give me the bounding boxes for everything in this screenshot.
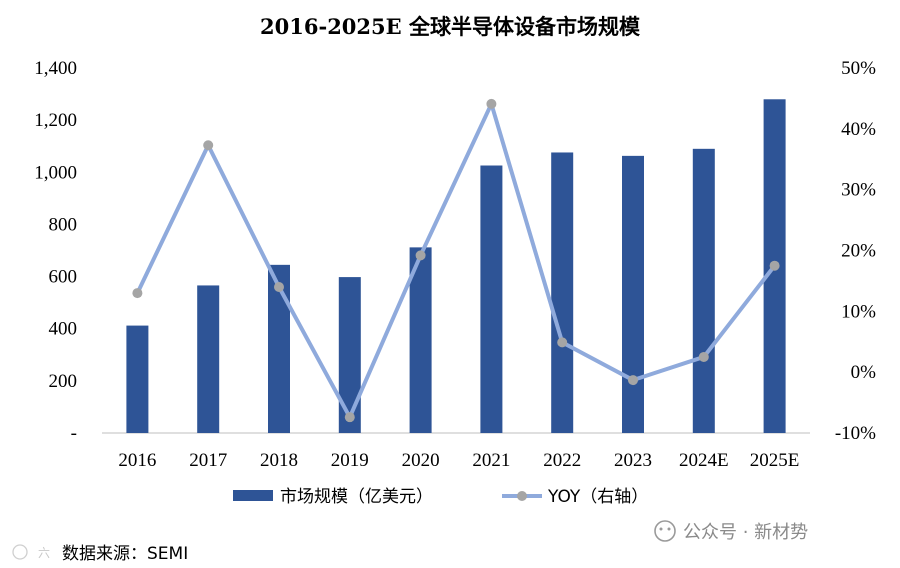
y-left-tick-label: 600 <box>49 267 78 288</box>
y-left-tick-label: 1,200 <box>34 110 77 131</box>
wechat-icon-dot <box>659 527 663 531</box>
yoy-point-2016 <box>132 288 143 299</box>
logo-icon <box>12 544 28 560</box>
legend-bar-swatch <box>233 490 273 501</box>
legend: 市场规模（亿美元） YOY（右轴） <box>233 487 648 507</box>
bar-2021 <box>480 165 503 433</box>
y-right-tick-label: 20% <box>841 241 876 262</box>
y-left-tick-label: 400 <box>49 319 78 340</box>
watermark-small: 六 <box>38 546 50 560</box>
source-row: 六 数据来源：SEMI <box>12 544 188 564</box>
yoy-point-2021 <box>486 98 497 109</box>
y-left-tick-label: 1,400 <box>34 58 77 79</box>
yoy-point-2023 <box>628 375 638 386</box>
yoy-point-2020 <box>415 250 426 261</box>
bar-2024E <box>692 148 715 434</box>
y-left-tick-label: 800 <box>49 214 78 235</box>
y-left-tick-label: 200 <box>49 371 78 392</box>
x-tick-label: 2019 <box>331 450 369 471</box>
legend-line-label: YOY（右轴） <box>547 487 648 507</box>
x-tick-label: 2022 <box>543 450 581 471</box>
x-tick-label: 2023 <box>614 450 652 471</box>
y-right-tick-label: 0% <box>851 362 877 383</box>
yoy-point-2018 <box>274 282 284 292</box>
bar-2022 <box>551 152 574 433</box>
yoy-line-layer <box>132 98 780 423</box>
y-right-tick-label: -10% <box>835 423 876 444</box>
x-tick-label: 2017 <box>189 450 227 471</box>
bar-2020 <box>409 247 432 433</box>
x-tick-label: 2025E <box>750 450 800 471</box>
watermark: 公众号 · 新材势 <box>654 520 808 543</box>
y-right-tick-label: 50% <box>841 58 876 79</box>
chart-title: 2016-2025E 全球半导体设备市场规模 <box>260 14 641 39</box>
source-note: 数据来源：SEMI <box>62 544 188 564</box>
wechat-icon-dot <box>667 527 671 531</box>
yoy-point-2025E <box>769 260 780 271</box>
yoy-point-2019 <box>344 412 355 423</box>
y-left-tick-label: - <box>71 423 77 444</box>
yoy-line <box>135 101 777 420</box>
wechat-icon <box>654 520 676 542</box>
yoy-point-2017 <box>203 140 214 151</box>
watermark-text: 公众号 · 新材势 <box>683 522 808 543</box>
x-tick-label: 2016 <box>118 450 156 471</box>
bar-2017 <box>197 285 220 433</box>
y-right-tick-label: 30% <box>841 180 876 201</box>
y-right-tick-label: 40% <box>841 119 876 140</box>
ticks-layer: - 200 400 600 800 1,000 1,200 1,400 -10% 0% 10% 20%… <box>34 58 876 471</box>
bar-2019 <box>338 277 361 433</box>
y-right-tick-label: 10% <box>841 301 876 322</box>
legend-line-marker <box>517 491 527 501</box>
y-left-tick-label: 1,000 <box>34 162 77 183</box>
legend-bar-label: 市场规模（亿美元） <box>280 487 433 507</box>
x-tick-label: 2024E <box>679 450 729 471</box>
x-tick-label: 2021 <box>472 450 510 471</box>
bar-2023 <box>622 155 644 433</box>
x-tick-label: 2018 <box>260 450 298 471</box>
bars-layer <box>126 99 786 434</box>
yoy-point-2022 <box>557 337 568 348</box>
bar-2016 <box>126 325 149 433</box>
yoy-point-2024E <box>698 351 709 362</box>
bar-2018 <box>268 264 290 433</box>
x-tick-label: 2020 <box>402 450 440 471</box>
